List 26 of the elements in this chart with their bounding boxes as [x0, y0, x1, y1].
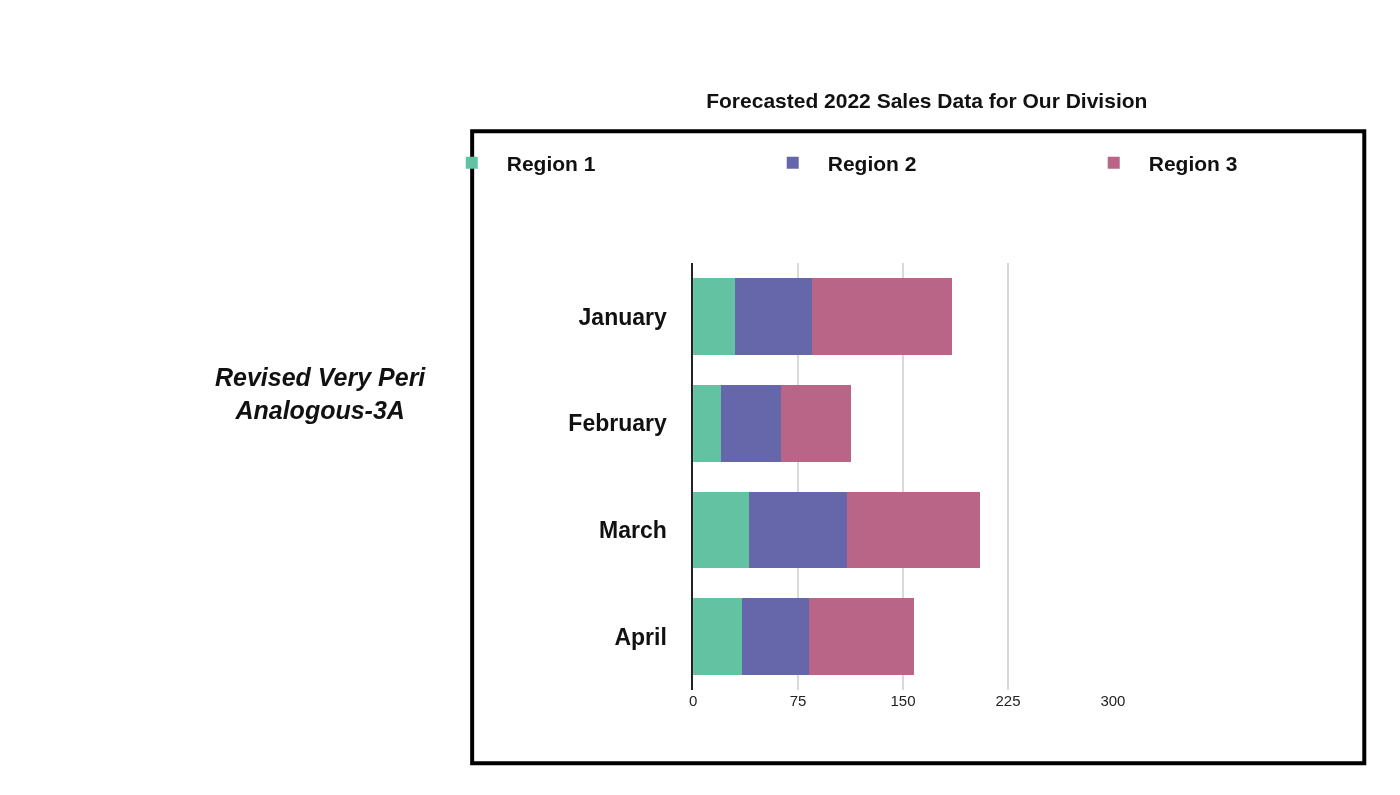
y-tick-label: January: [578, 303, 667, 330]
legend-label: Region 3: [1148, 151, 1238, 175]
bar: [742, 598, 810, 676]
x-tick-label: 225: [995, 692, 1021, 710]
bar: [693, 278, 736, 355]
x-tick-label: 0: [688, 692, 698, 710]
bar: [847, 491, 980, 569]
y-tick-label: April: [614, 623, 667, 650]
bar: [721, 384, 782, 462]
bar: [693, 491, 750, 569]
x-tick-label: 75: [789, 692, 807, 710]
y-tick-label: March: [599, 517, 667, 544]
legend-label: Region 1: [506, 151, 596, 175]
chart-title: Forecasted 2022 Sales Data for Our Division: [706, 88, 1148, 112]
bar: [749, 491, 848, 569]
x-tick-label: 150: [890, 692, 916, 710]
text: Revised Very Peri Analogous-3A: [215, 363, 427, 424]
bar: [693, 384, 722, 462]
bar: [735, 278, 813, 355]
bar: [693, 598, 743, 676]
legend-label: Region 2: [827, 151, 917, 175]
y-tick-label: February: [568, 410, 667, 437]
bar: [812, 278, 953, 355]
bar: [809, 598, 915, 676]
bar: [781, 384, 852, 462]
x-tick-label: 300: [1100, 692, 1126, 710]
